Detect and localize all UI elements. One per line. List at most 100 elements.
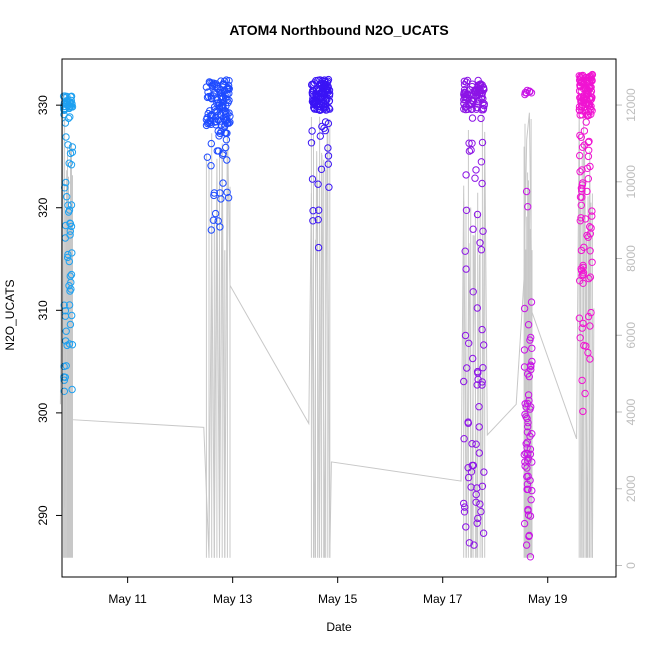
data-point (67, 201, 76, 209)
data-point (326, 89, 334, 98)
data-point (314, 180, 322, 188)
data-point (521, 458, 529, 466)
data-point (479, 529, 488, 537)
data-point (64, 250, 72, 259)
data-point (471, 174, 479, 182)
data-point (586, 273, 595, 281)
data-point (527, 496, 535, 504)
data-point (60, 104, 69, 113)
data-point (223, 90, 231, 99)
data-point (524, 203, 532, 211)
data-point (478, 381, 486, 389)
data-point (465, 539, 474, 547)
data-point (465, 339, 473, 347)
data-point (460, 86, 469, 94)
x-tick-label: May 15 (318, 592, 358, 606)
data-point (586, 223, 594, 231)
data-point (461, 103, 470, 111)
data-point (586, 355, 594, 363)
data-point (528, 486, 536, 495)
data-point (318, 94, 326, 102)
data-point (314, 216, 322, 224)
data-point (310, 100, 319, 109)
data-point (203, 114, 211, 122)
data-point (587, 308, 595, 317)
data-point (524, 472, 532, 480)
data-point (462, 171, 470, 179)
data-point (460, 377, 468, 386)
data-point (460, 80, 469, 89)
x-tick-label: May 19 (528, 592, 568, 606)
y2-tick-label: 6000 (624, 322, 638, 349)
data-point (520, 450, 528, 459)
data-point (469, 288, 477, 296)
data-point (580, 141, 588, 149)
data-point (523, 414, 531, 423)
data-point (62, 133, 70, 141)
data-point (478, 138, 487, 147)
data-point (576, 151, 584, 160)
data-point (222, 143, 230, 152)
y-tick-label: 330 (36, 95, 50, 115)
data-point (217, 102, 226, 110)
data-point (211, 106, 219, 114)
data-point (524, 485, 532, 493)
data-point (524, 321, 533, 329)
x-tick-label: May 17 (423, 592, 463, 606)
data-point (468, 139, 476, 148)
data-point (66, 287, 74, 295)
data-point (588, 258, 596, 266)
data-point (63, 253, 72, 262)
data-point (308, 175, 317, 183)
data-point (583, 78, 591, 86)
data-point (579, 80, 588, 88)
data-point (576, 131, 584, 140)
data-point (207, 139, 216, 148)
y2-tick-label: 10000 (624, 165, 638, 199)
data-point (60, 387, 69, 395)
data-point (63, 341, 71, 350)
data-point (223, 156, 231, 164)
data-point (226, 112, 234, 120)
data-point (527, 298, 536, 306)
data-point (520, 346, 529, 354)
data-point (462, 523, 470, 531)
data-point (473, 304, 481, 312)
data-point (66, 227, 75, 235)
data-point (206, 107, 214, 115)
data-point (478, 179, 486, 188)
data-point (527, 365, 535, 374)
y-tick-label: 300 (36, 403, 50, 423)
data-point (62, 327, 70, 335)
data-point (314, 86, 322, 94)
data-point (67, 278, 75, 287)
data-point (526, 445, 535, 453)
data-point (203, 93, 212, 102)
data-point (65, 301, 74, 309)
data-point (308, 127, 316, 135)
data-point (224, 194, 233, 202)
data-point (60, 362, 68, 371)
data-point (309, 207, 317, 215)
data-point (480, 341, 488, 349)
data-point (577, 201, 585, 210)
data-point (477, 158, 486, 166)
data-point (309, 87, 317, 95)
data-point (472, 166, 480, 174)
data-point (577, 214, 585, 222)
data-point (68, 249, 76, 257)
data-point (208, 81, 217, 89)
data-point (207, 92, 215, 100)
data-point (578, 185, 586, 193)
data-point (324, 75, 333, 84)
data-point (521, 88, 529, 97)
data-point (469, 354, 477, 363)
data-point (576, 217, 584, 225)
data-point (60, 184, 69, 192)
data-point (312, 99, 320, 107)
data-point (207, 226, 216, 234)
data-point (479, 227, 487, 235)
data-point (203, 153, 212, 161)
data-point (214, 127, 222, 135)
data-point (585, 137, 593, 146)
